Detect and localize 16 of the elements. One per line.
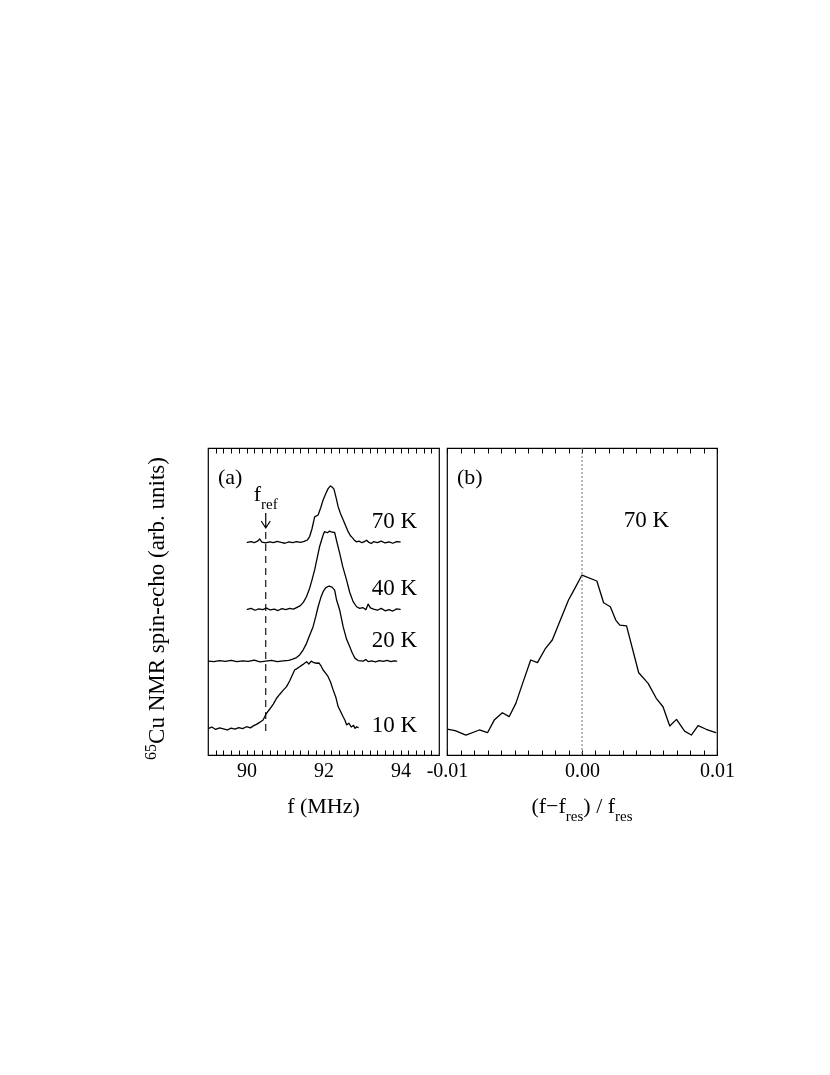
x-tick-label: 0.00	[565, 758, 600, 781]
series-label: 40 K	[371, 575, 418, 601]
annotation: (a)	[218, 464, 243, 489]
x-tick-label: 94	[391, 758, 411, 781]
x-tick-label: 92	[314, 758, 334, 781]
series-label: 20 K	[371, 627, 418, 653]
x-tick-label: 90	[237, 758, 257, 781]
series-label: 70 K	[371, 507, 418, 533]
x-tick-label: 0.01	[700, 758, 735, 781]
text: (b)	[457, 464, 483, 489]
series-label: 10 K	[371, 711, 418, 737]
x-axis-title: (f−f$_{res}$) / f$_{res}$	[531, 793, 633, 824]
ref-line-label: f$_{ref}$	[253, 481, 278, 512]
x-axis-title: f (MHz)	[287, 793, 360, 818]
text: 70 K	[623, 507, 670, 532]
x-tick-label: -0.01	[426, 758, 469, 781]
